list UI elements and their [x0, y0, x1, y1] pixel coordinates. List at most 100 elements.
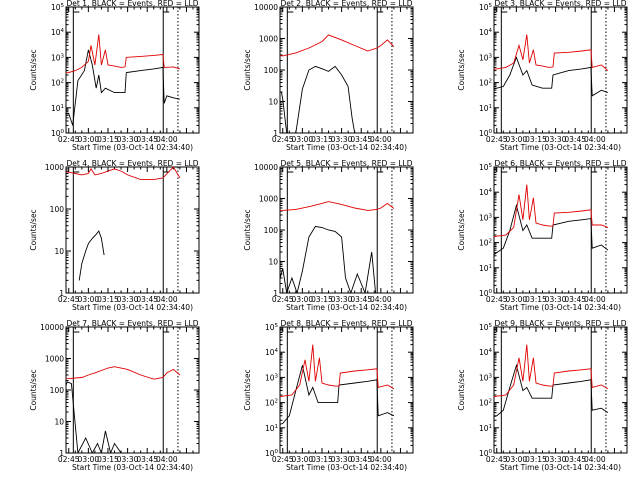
y-axis-label: Counts/sec [457, 209, 466, 250]
x-axis-label: Start Time (03-Oct-14 02:34:40) [500, 143, 621, 152]
y-tick-label: 10000 [254, 3, 278, 12]
x-tick-label: 03:30 [545, 135, 567, 144]
x-tick-label: 03:00 [78, 295, 100, 304]
x-tick-label: 03:45 [136, 135, 158, 144]
y-tick-label: 102 [51, 79, 64, 88]
x-axis-label: Start Time (03-Oct-14 02:34:40) [500, 463, 621, 472]
x-tick-label: 03:45 [350, 455, 372, 464]
x-tick-label: 02:45 [58, 295, 80, 304]
detector-panel-5: 1 10 100 1000 10000 02:4503:0003:1503:3003:45… [243, 159, 414, 312]
y-tick-label: 102 [479, 399, 492, 408]
y-tick-label: 101 [51, 104, 64, 113]
detector-panel-2: 1 10 100 1000 10000 02:4503:0003:1503:3003:45… [243, 0, 414, 152]
y-tick-label: 100 [51, 129, 65, 138]
y-axis-label: Counts/sec [243, 369, 252, 410]
plot-frame [65, 326, 200, 454]
y-tick-label: 101 [479, 424, 492, 433]
x-tick-label: 03:15 [525, 295, 547, 304]
x-tick-label: 03:30 [331, 295, 353, 304]
series-lld [494, 34, 609, 71]
y-tick-label: 100 [264, 226, 279, 235]
x-tick-label: 04:00 [370, 135, 392, 144]
y-tick-label: 10000 [40, 323, 64, 332]
plot-frame [279, 326, 414, 454]
x-tick-label: 03:15 [311, 455, 333, 464]
detector-panel-7: 1 10 100 1000 10000 02:4503:0003:1503:3003:45… [29, 319, 200, 472]
y-tick-label: 104 [479, 348, 493, 357]
x-tick-label: 02:45 [486, 135, 508, 144]
x-tick-label: 03:45 [564, 455, 586, 464]
detector-panel-8: 100 101 102 103 104 105 02:4503:0003:1503:3003… [243, 319, 414, 472]
series-lld [66, 34, 181, 74]
x-tick-label: 03:30 [545, 295, 567, 304]
y-tick-label: 103 [479, 213, 493, 222]
x-axis-label: Start Time (03-Oct-14 02:34:40) [286, 303, 407, 312]
panel-title: Det 5, BLACK = Events, RED = LLD [280, 159, 412, 168]
series-lld [280, 34, 395, 57]
x-tick-label: 03:30 [545, 455, 567, 464]
plot-frame [493, 6, 628, 134]
series-events [280, 365, 395, 425]
y-tick-label: 105 [265, 323, 279, 332]
y-tick-label: 103 [479, 53, 493, 62]
plot-frame [493, 166, 628, 294]
y-axis-label: Counts/sec [29, 369, 38, 410]
y-axis-label: Counts/sec [457, 369, 466, 410]
x-tick-label: 03:45 [136, 295, 158, 304]
x-tick-label: 03:45 [564, 295, 586, 304]
x-tick-label: 02:45 [272, 295, 294, 304]
y-tick-label: 105 [479, 323, 493, 332]
panel-title: Det 2, BLACK = Events, RED = LLD [280, 0, 412, 8]
series-events [494, 203, 609, 256]
x-axis-label: Start Time (03-Oct-14 02:34:40) [72, 143, 193, 152]
series-lld [66, 167, 181, 181]
x-tick-label: 03:15 [97, 295, 119, 304]
y-tick-label: 1 [273, 289, 278, 298]
x-tick-label: 03:15 [525, 135, 547, 144]
y-tick-label: 1000 [45, 163, 64, 172]
y-tick-label: 105 [479, 3, 493, 12]
x-tick-label: 03:30 [117, 455, 139, 464]
panel-title: Det 6, BLACK = Events, RED = LLD [494, 159, 626, 168]
series-events [78, 230, 105, 281]
x-tick-label: 04:00 [584, 135, 606, 144]
plot-frame [65, 166, 200, 294]
plot-frame [279, 166, 414, 294]
y-axis-label: Counts/sec [29, 49, 38, 90]
series-events [494, 363, 609, 418]
y-tick-label: 10 [268, 258, 278, 267]
series-events [66, 381, 122, 453]
y-tick-label: 100 [479, 449, 493, 458]
x-axis-label: Start Time (03-Oct-14 02:34:40) [286, 463, 407, 472]
panel-title: Det 1, BLACK = Events, RED = LLD [66, 0, 198, 8]
x-tick-label: 03:30 [331, 455, 353, 464]
y-tick-label: 100 [50, 205, 65, 214]
detector-panel-6: 100 101 102 103 104 105 02:4503:0003:1503:3003… [457, 159, 628, 312]
y-tick-label: 104 [479, 188, 493, 197]
x-tick-label: 03:15 [97, 135, 119, 144]
y-axis-label: Counts/sec [243, 209, 252, 250]
panel-title: Det 4, BLACK = Events, RED = LLD [66, 159, 198, 168]
y-axis-label: Counts/sec [457, 49, 466, 90]
plot-frame [279, 6, 414, 134]
y-tick-label: 1 [59, 449, 64, 458]
y-axis-label: Counts/sec [243, 49, 252, 90]
x-tick-label: 03:45 [564, 135, 586, 144]
series-lld [494, 344, 609, 398]
x-axis-label: Start Time (03-Oct-14 02:34:40) [72, 463, 193, 472]
y-tick-label: 1 [59, 289, 64, 298]
x-tick-label: 03:15 [311, 135, 333, 144]
y-tick-label: 10 [54, 247, 64, 256]
x-tick-label: 03:45 [136, 455, 158, 464]
plot-frame [493, 326, 628, 454]
series-events [494, 56, 609, 97]
plot-frame [65, 6, 200, 134]
x-axis-label: Start Time (03-Oct-14 02:34:40) [500, 303, 621, 312]
x-tick-label: 04:00 [584, 295, 606, 304]
x-axis-label: Start Time (03-Oct-14 02:34:40) [286, 143, 407, 152]
y-tick-label: 103 [479, 373, 493, 382]
y-tick-label: 1000 [45, 355, 64, 364]
y-tick-label: 101 [479, 264, 492, 273]
detector-panel-3: 100 101 102 103 104 105 02:4503:0003:1503:3003… [457, 0, 628, 152]
x-tick-label: 03:45 [350, 295, 372, 304]
